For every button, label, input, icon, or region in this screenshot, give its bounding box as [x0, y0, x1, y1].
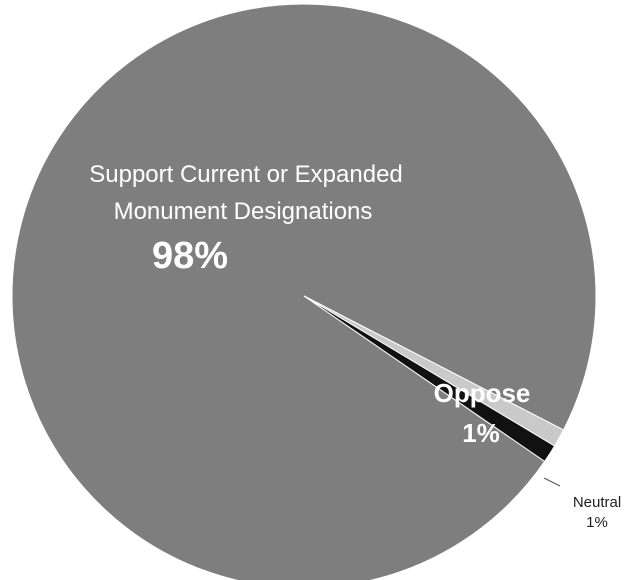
oppose-value-label: 1% [462, 418, 500, 448]
support-slice [11, 3, 597, 580]
support-label-line-2: Monument Designations [114, 198, 373, 225]
neutral-value-label: 1% [586, 514, 608, 531]
neutral-label: Neutral [573, 494, 621, 511]
oppose-label: Oppose [434, 378, 531, 408]
pie-slices [11, 3, 597, 580]
support-label-line-1: Support Current or Expanded [89, 161, 403, 188]
oppose-slice [303, 295, 556, 463]
neutral-leader-line [543, 477, 561, 487]
support-value-label: 98% [152, 235, 228, 277]
